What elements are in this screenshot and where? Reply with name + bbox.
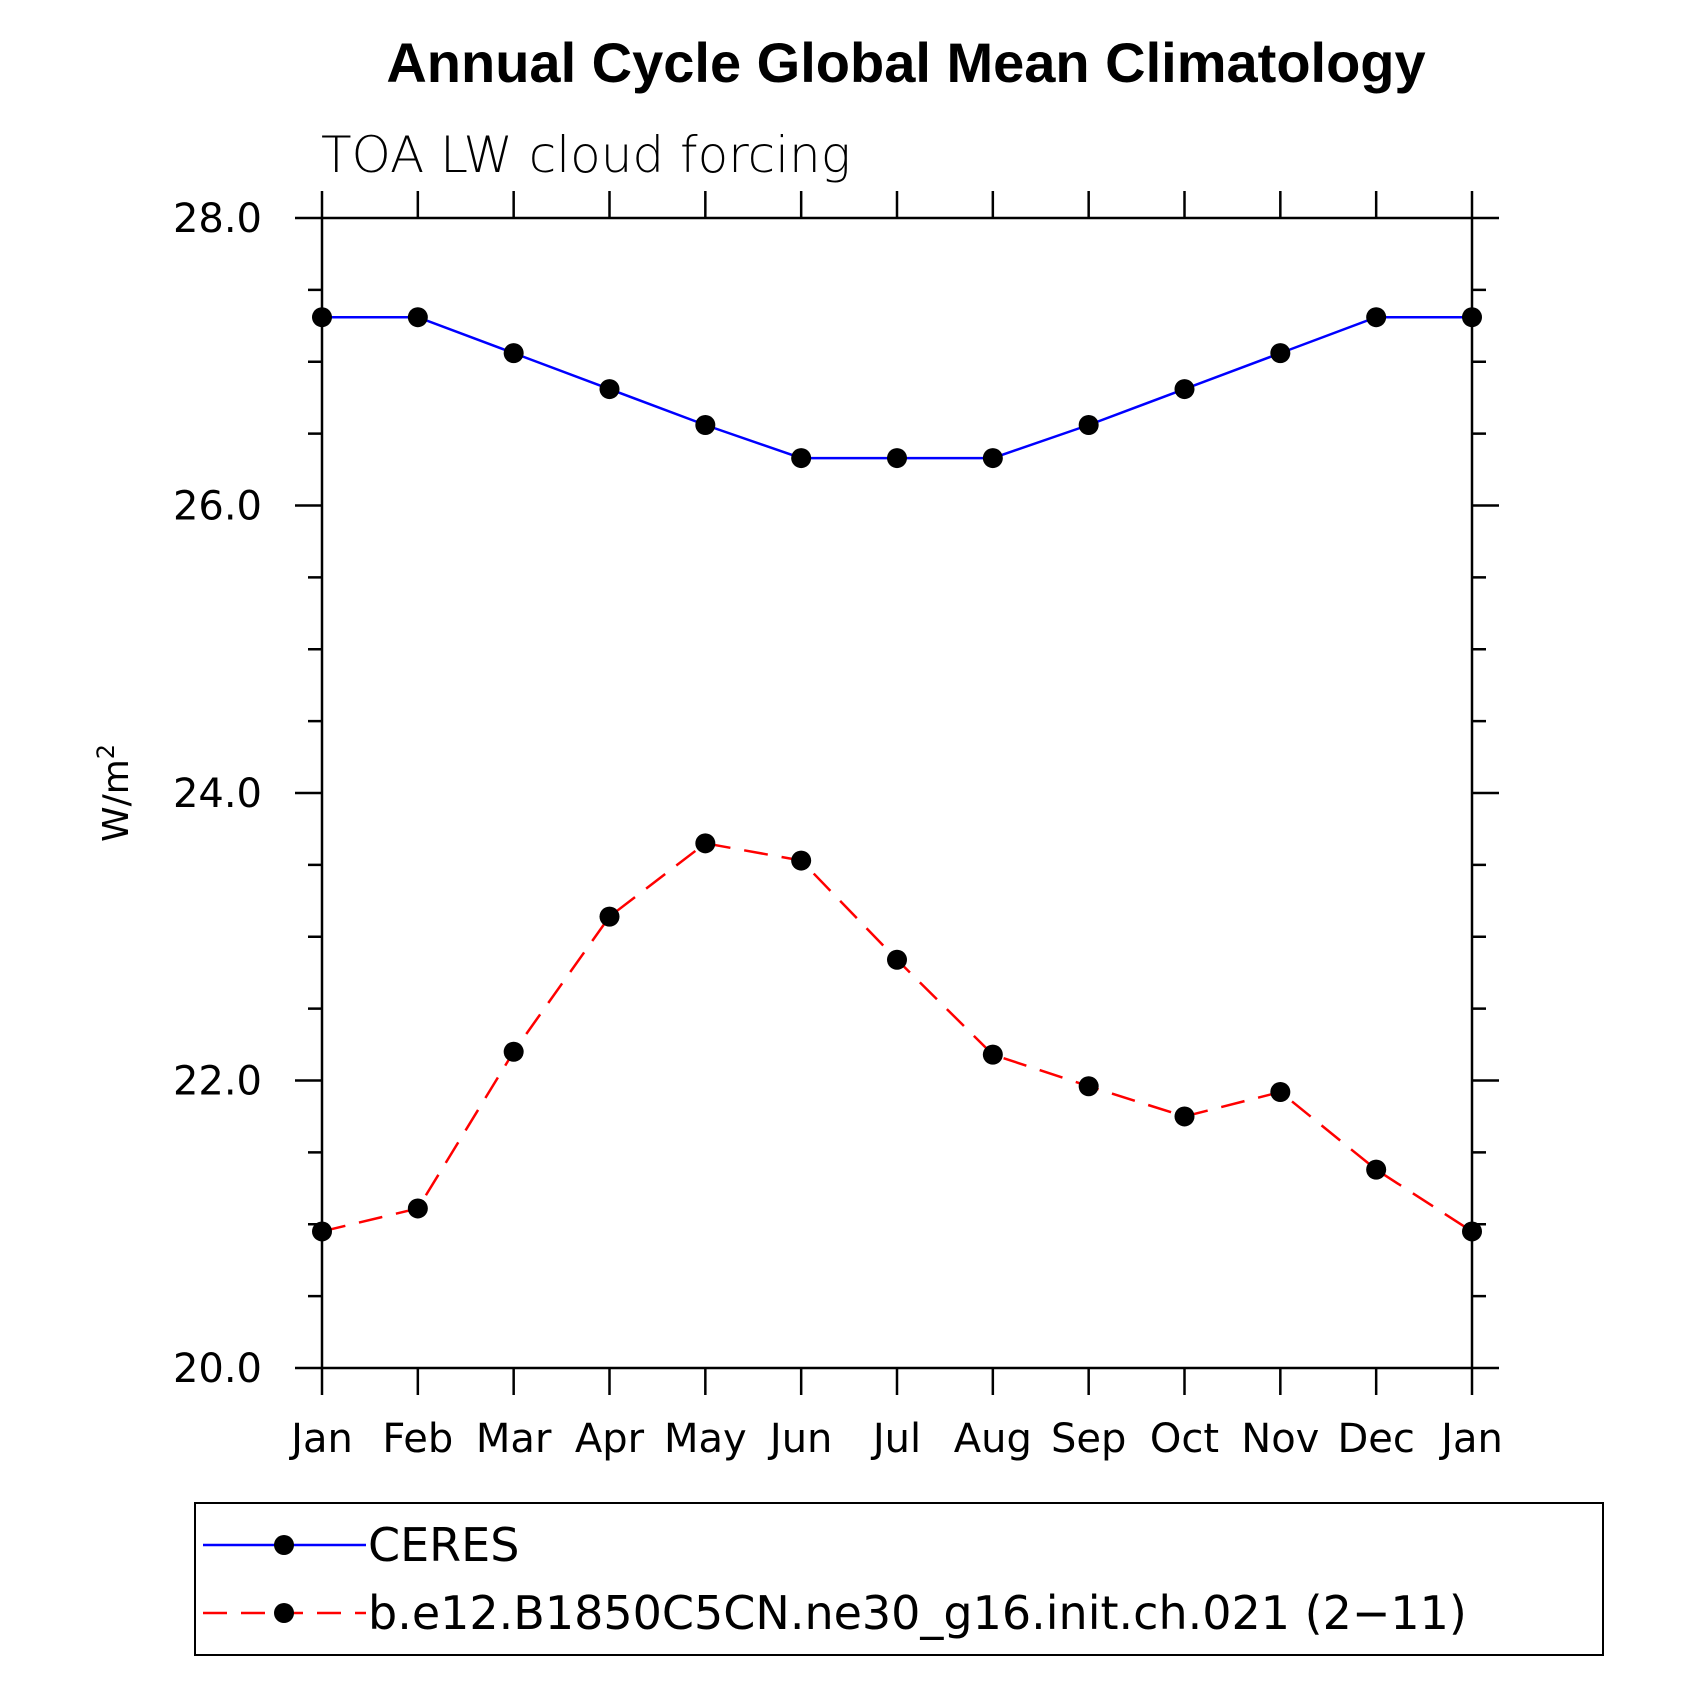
series-line	[321, 841, 1473, 1233]
series-2	[312, 833, 1482, 1242]
data-point	[887, 949, 907, 970]
data-point	[695, 415, 716, 435]
y-tick-label: 20.0	[173, 1346, 262, 1392]
data-point	[1366, 307, 1387, 328]
x-tick-label: May	[664, 1416, 747, 1462]
data-point	[599, 379, 620, 400]
plot-area: 20.022.024.026.028.0 Jan Feb Mar Apr May Jun J…	[173, 191, 1503, 1462]
data-point	[1078, 415, 1099, 435]
data-point	[791, 850, 812, 871]
plot-frame	[320, 216, 1474, 1370]
y-tick-label: 28.0	[173, 196, 262, 242]
data-point	[1174, 1106, 1195, 1127]
data-point	[1462, 307, 1482, 328]
chart-subtitle: TOA LW cloud forcing	[321, 126, 851, 184]
x-tick-label: Dec	[1337, 1416, 1414, 1462]
y-tick-label: 24.0	[173, 771, 262, 817]
series-layer	[312, 307, 1482, 1242]
data-point	[1270, 1082, 1291, 1102]
legend: CERES b.e12.B1850C5CN.ne30_g16.init.ch.02…	[194, 1502, 1604, 1656]
y-axis-label-superscript: 2	[92, 744, 120, 759]
x-tick-label: Sep	[1051, 1416, 1126, 1462]
legend-label: CERES	[368, 1518, 519, 1572]
data-point	[1462, 1221, 1482, 1242]
y-tick-label: 26.0	[173, 484, 262, 530]
data-point	[1078, 1076, 1099, 1097]
data-point	[312, 307, 332, 328]
legend-label: b.e12.B1850C5CN.ne30_g16.init.ch.021 (2−…	[368, 1586, 1467, 1640]
y-tick-label: 22.0	[173, 1059, 262, 1105]
series-1	[312, 307, 1482, 469]
y-axis-label: W/m2	[92, 744, 137, 842]
x-tick-label: Nov	[1241, 1416, 1319, 1462]
data-point	[407, 307, 428, 328]
legend-items: CERES b.e12.B1850C5CN.ne30_g16.init.ch.02…	[203, 1518, 1467, 1640]
axis-ticks	[295, 191, 1499, 1395]
legend-item: b.e12.B1850C5CN.ne30_g16.init.ch.021 (2−…	[203, 1586, 1467, 1640]
data-point	[791, 448, 812, 469]
data-point	[503, 343, 524, 364]
legend-frame	[194, 1502, 1604, 1656]
series-line	[322, 315, 1472, 460]
x-tick-label: Apr	[575, 1416, 645, 1462]
data-point	[695, 833, 716, 854]
x-tick-label: Jan	[288, 1416, 353, 1462]
data-point	[312, 1221, 332, 1242]
chart-title: Annual Cycle Global Mean Climatology	[386, 31, 1425, 94]
data-point	[1366, 1159, 1387, 1180]
x-tick-label: Aug	[954, 1416, 1032, 1462]
data-point	[1270, 343, 1291, 364]
data-point	[1174, 379, 1195, 400]
x-tick-labels: Jan Feb Mar Apr May Jun Jul Aug Sep Oct Nov Dec Jan	[288, 1416, 1503, 1462]
legend-item: CERES	[203, 1518, 519, 1572]
y-tick-labels: 20.0 22.0 24.0 26.0 28.0	[173, 196, 262, 1392]
data-point	[407, 1198, 428, 1219]
legend-marker	[274, 1535, 294, 1555]
data-point	[503, 1041, 524, 1062]
x-tick-label: Jun	[767, 1416, 833, 1462]
x-tick-label: Oct	[1150, 1416, 1219, 1462]
x-tick-label: Jan	[1438, 1416, 1503, 1462]
x-tick-label: Jul	[870, 1416, 921, 1462]
x-tick-label: Feb	[382, 1416, 453, 1462]
data-point	[982, 448, 1003, 469]
data-point	[887, 448, 907, 469]
data-point	[982, 1044, 1003, 1065]
x-tick-label: Mar	[476, 1416, 552, 1462]
legend-marker	[274, 1603, 294, 1623]
data-point	[599, 906, 620, 927]
y-axis-label-text: W/m	[96, 759, 137, 842]
